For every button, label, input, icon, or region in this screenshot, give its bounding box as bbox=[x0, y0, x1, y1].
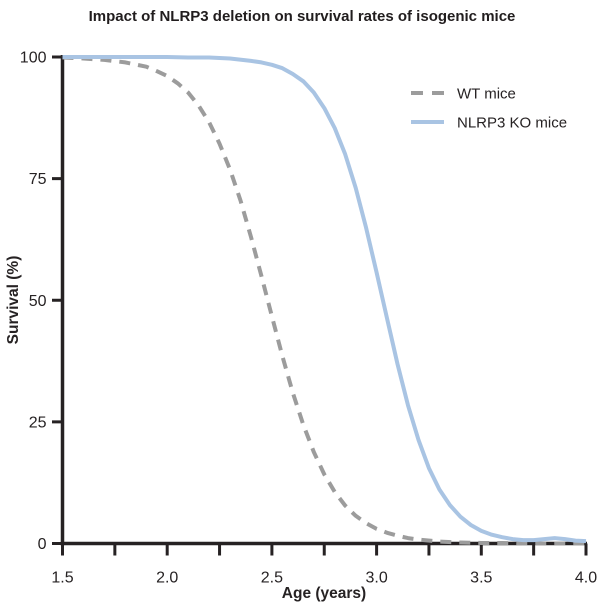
curve-nlrp3-ko-mice bbox=[62, 55, 587, 544]
legend-label-ko: NLRP3 KO mice bbox=[457, 115, 567, 132]
axis-tick-labels: 0 25 50 75 100 1.5 2.0 2.5 3.0 3.5 4.0 bbox=[20, 50, 597, 587]
axis-ticks bbox=[52, 55, 588, 556]
x-tick-label: 2.5 bbox=[261, 570, 283, 587]
series-curves bbox=[62, 55, 587, 546]
x-tick-label: 2.0 bbox=[156, 570, 178, 587]
x-tick-label: 4.0 bbox=[575, 570, 597, 587]
x-tick-label: 3.0 bbox=[365, 570, 387, 587]
y-tick-label: 25 bbox=[29, 414, 47, 431]
x-tick-label: 3.5 bbox=[470, 570, 492, 587]
y-tick-label: 0 bbox=[38, 536, 47, 553]
y-tick-label: 100 bbox=[20, 50, 47, 67]
legend-label-wt: WT mice bbox=[457, 86, 516, 103]
y-axis-label: Survival (%) bbox=[5, 256, 22, 345]
y-tick-label: 75 bbox=[29, 171, 47, 188]
legend: WT mice NLRP3 KO mice bbox=[411, 86, 567, 132]
x-axis-label: Age (years) bbox=[282, 585, 366, 602]
x-tick-label: 1.5 bbox=[51, 570, 73, 587]
y-tick-label: 50 bbox=[29, 293, 47, 310]
chart-title: Impact of NLRP3 deletion on survival rat… bbox=[89, 8, 516, 25]
